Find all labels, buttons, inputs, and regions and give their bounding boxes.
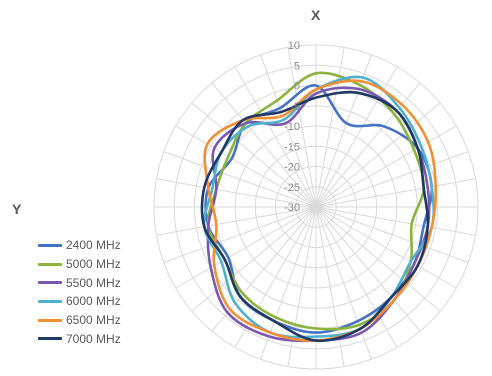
radial-tick-label: -15 (284, 141, 300, 153)
series-line (200, 90, 430, 343)
grid-spoke (211, 82, 317, 208)
grid-spoke (234, 66, 317, 208)
legend-item: 6500 MHz (38, 311, 121, 330)
legend-swatch (38, 337, 62, 341)
grid-spoke (315, 125, 457, 208)
series-line (206, 71, 426, 331)
grid-spoke (175, 206, 317, 289)
legend-swatch (38, 243, 62, 247)
legend-swatch (38, 318, 62, 322)
legend-label: 5500 MHz (66, 275, 121, 290)
legend-item: 2400 MHz (38, 236, 121, 255)
legend: 2400 MHz 5000 MHz 5500 MHz 6000 MHz 6500… (38, 236, 121, 348)
grid-spoke (260, 206, 317, 360)
grid-spoke (211, 206, 317, 332)
grid-spoke (315, 206, 421, 332)
legend-label: 6000 MHz (66, 294, 121, 309)
legend-swatch (38, 262, 62, 266)
grid-spoke (163, 151, 317, 208)
radial-tick-label: -5 (290, 101, 300, 113)
grid-spoke (315, 102, 441, 208)
legend-item: 7000 MHz (38, 329, 121, 348)
grid-spoke (315, 178, 476, 208)
grid-spoke (156, 178, 317, 208)
grid-spoke (260, 54, 317, 208)
grid-spoke (315, 151, 469, 208)
radial-tick-label: -20 (284, 162, 300, 174)
grid-spoke (315, 82, 421, 208)
radial-tick-label: 0 (294, 81, 300, 93)
grid-spoke (287, 47, 317, 208)
grid-spoke (191, 102, 317, 208)
grid-spoke (315, 206, 441, 312)
radial-tick-label: 5 (294, 60, 300, 72)
legend-item: 5500 MHz (38, 273, 121, 292)
grid-spoke (175, 125, 317, 208)
grid-spoke (315, 206, 398, 348)
legend-label: 2400 MHz (66, 238, 121, 253)
legend-item: 5000 MHz (38, 255, 121, 274)
radial-tick-label: -25 (284, 182, 300, 194)
grid-spoke (191, 206, 317, 312)
grid-spoke (163, 206, 317, 263)
grid-spoke (315, 206, 476, 236)
grid-spoke (156, 206, 317, 236)
grid-spoke (315, 54, 372, 208)
grid-spoke (315, 206, 457, 289)
legend-item: 6000 MHz (38, 292, 121, 311)
grid-spoke (315, 47, 345, 208)
radial-tick-label: -30 (284, 202, 300, 214)
legend-label: 6500 MHz (66, 313, 121, 328)
radial-tick-label: 10 (288, 40, 300, 52)
legend-swatch (38, 281, 62, 285)
legend-label: 7000 MHz (66, 331, 121, 346)
grid-spoke (315, 206, 372, 360)
legend-label: 5000 MHz (66, 257, 121, 272)
radial-tick-label: -10 (284, 121, 300, 133)
legend-swatch (38, 299, 62, 303)
x-axis-label: X (311, 7, 321, 23)
y-axis-label: Y (12, 201, 22, 217)
grid-spoke (315, 206, 469, 263)
